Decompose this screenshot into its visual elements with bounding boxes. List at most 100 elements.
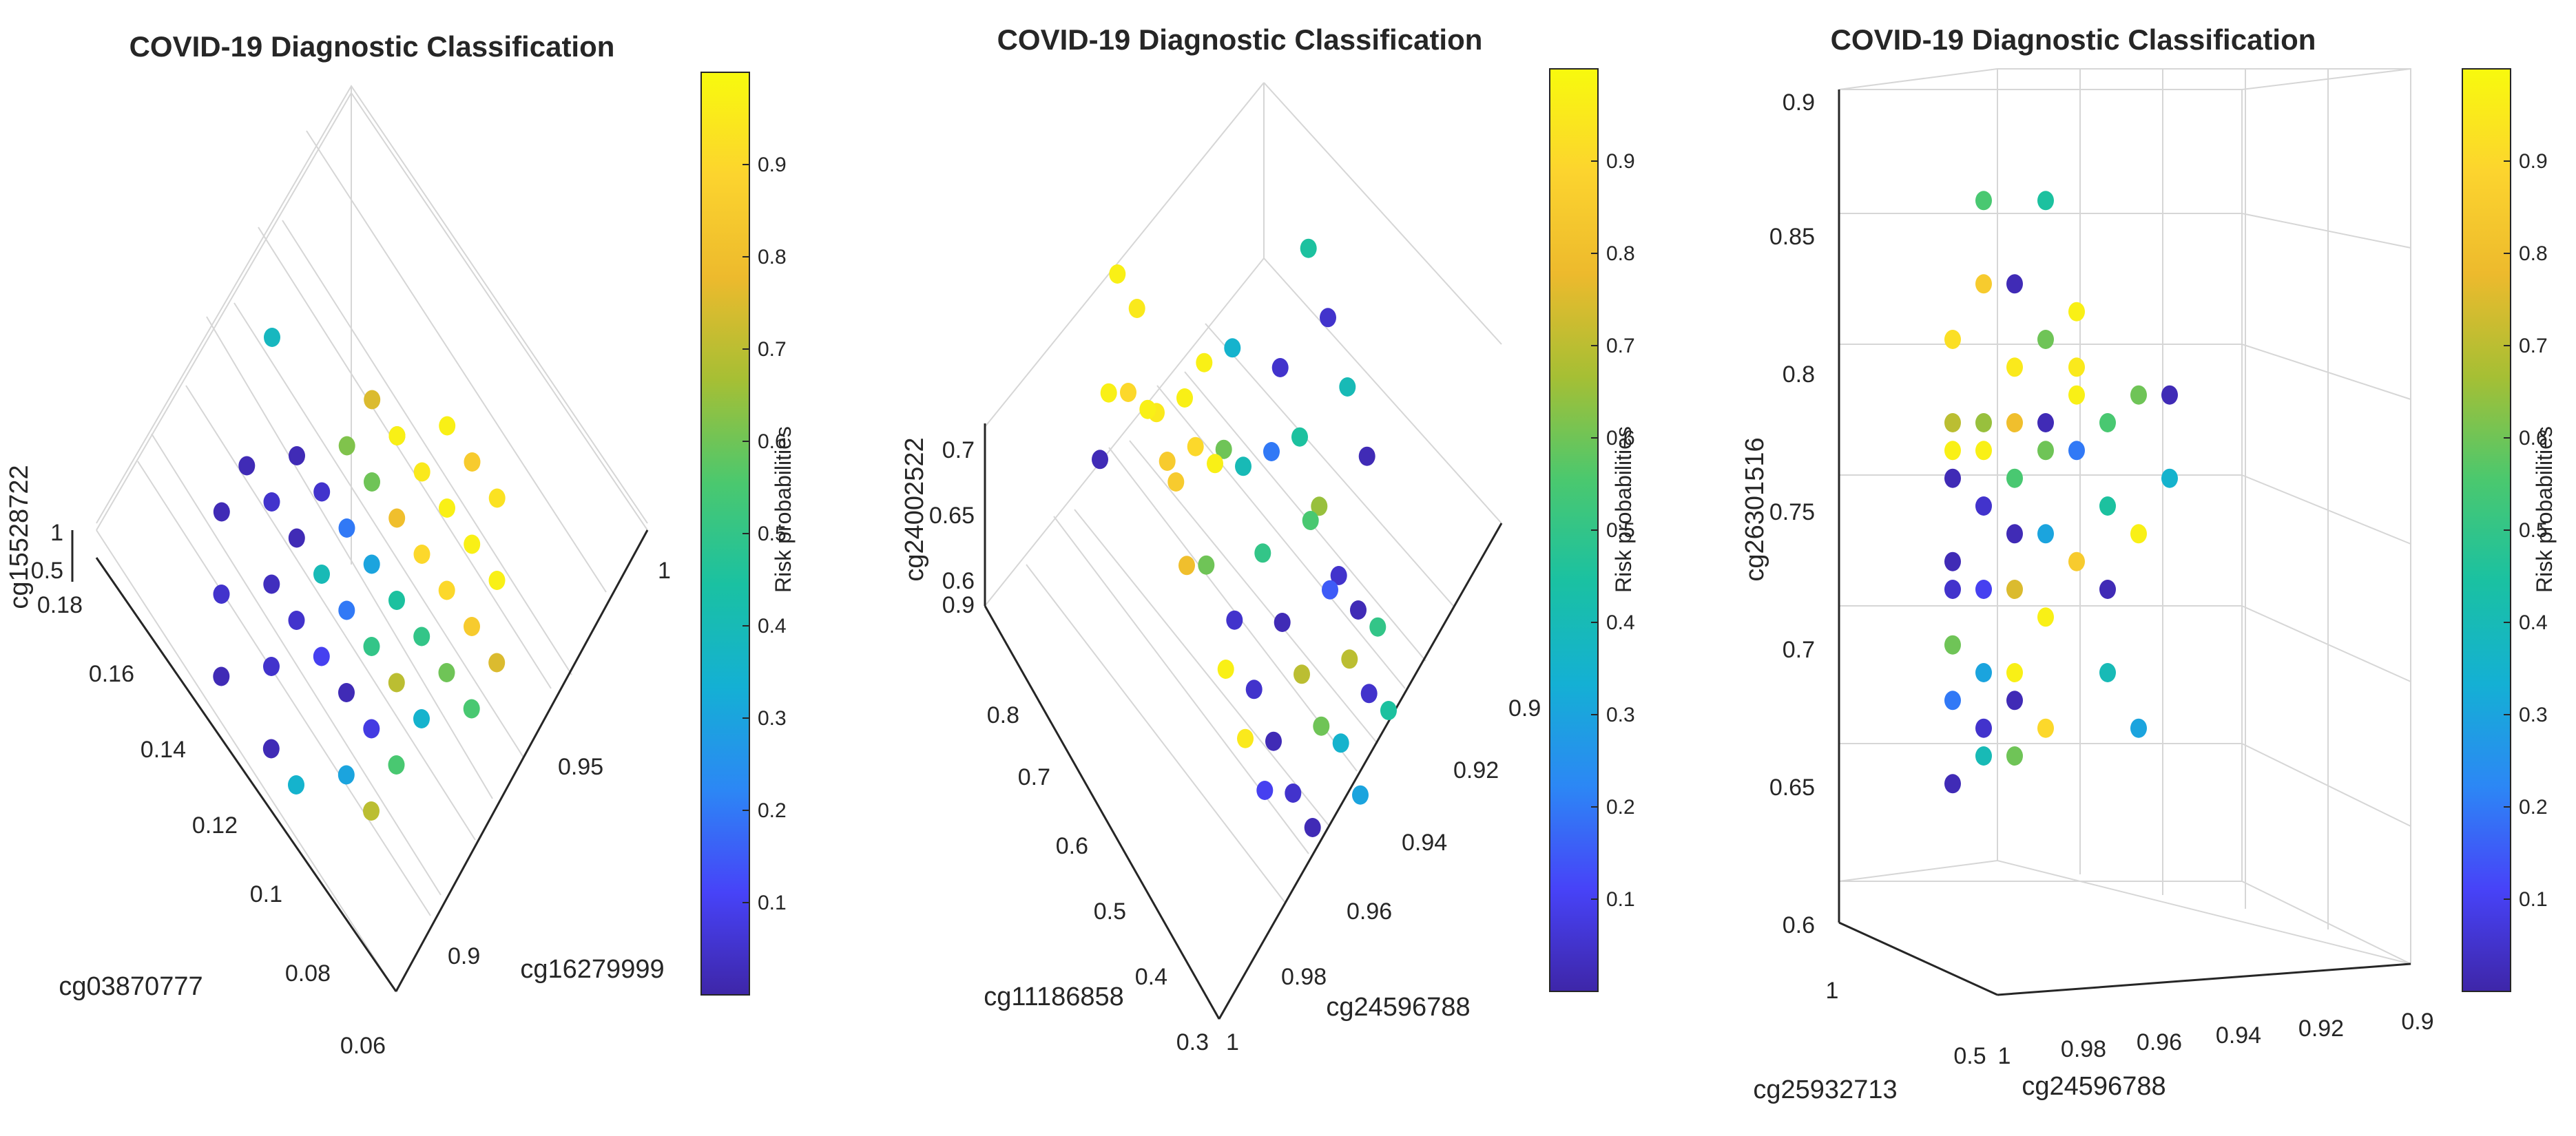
panel-3-ytick: 1 [1998, 1043, 2011, 1069]
scatter-point [2006, 580, 2023, 599]
scatter-point [1944, 551, 1961, 571]
panel-1-xlabel: cg03870777 [59, 972, 202, 1001]
panel-2-ytick: 0.98 [1281, 964, 1327, 990]
panel-2-colorbar-ticks: 0.9 0.8 0.7 0.6 0.5 0.4 0.3 0.2 0.1 [1591, 150, 1635, 911]
scatter-point [1944, 635, 1961, 655]
scatter-point [1975, 274, 1992, 294]
scatter-point [1350, 600, 1367, 620]
panel-2-ztick: 0.6 [942, 568, 975, 594]
scatter-point [388, 591, 405, 610]
colorbar-tick-label: 0.8 [2519, 242, 2548, 265]
colorbar-tick-label: 0.3 [758, 707, 787, 730]
scatter-point [1380, 701, 1397, 720]
scatter-point [2161, 385, 2178, 405]
scatter-point [2068, 357, 2085, 377]
panel-2-title: COVID-19 Diagnostic Classification [997, 23, 1483, 56]
scatter-point [464, 534, 481, 554]
panel-3-ytick: 0.94 [2216, 1022, 2261, 1049]
panel-1-colorbar-bar [700, 72, 750, 996]
scatter-point [363, 637, 380, 656]
panel-1-ylabel: cg16279999 [520, 955, 664, 984]
scatter-point [1139, 399, 1156, 419]
scatter-point [1167, 472, 1185, 492]
scatter-point [1304, 818, 1321, 837]
scatter-point [1332, 733, 1349, 753]
scatter-point [1178, 556, 1195, 576]
scatter-point [2037, 718, 2054, 738]
panel-2-colorbar: 0.9 0.8 0.7 0.6 0.5 0.4 0.3 0.2 0.1 Risk probabi… [1549, 68, 1636, 992]
scatter-point [1300, 238, 1317, 258]
scatter-point [238, 456, 256, 476]
panel-3-ylabel: cg24596788 [2022, 1072, 2165, 1101]
scatter-point [2006, 691, 2023, 711]
panel-3-ztick: 0.6 [1783, 912, 1815, 938]
scatter-point [2006, 357, 2023, 377]
panel-2-xtick: 0.9 [942, 592, 975, 618]
panel-1-ztick: 0.5 [31, 558, 63, 584]
scatter-point [1975, 663, 1992, 682]
panel-2-ytick: 0.94 [1402, 830, 1447, 856]
panel-3-xtick: 0.5 [1953, 1043, 1986, 1069]
scatter-point [1339, 377, 1356, 397]
scatter-point [388, 673, 405, 693]
panel-1-ytick: 0.95 [558, 754, 603, 780]
colorbar-tick-label: 0.1 [2519, 888, 2548, 911]
scatter-point [2068, 551, 2085, 571]
scatter-point [1128, 299, 1145, 318]
panel-2-zticks: 0.7 0.65 0.6 [929, 437, 975, 594]
scatter-point [213, 666, 230, 686]
scatter-point [2006, 274, 2023, 294]
panel-1-ytick: 0.9 [448, 943, 480, 969]
panel-3-xticks: 1 0.5 [1826, 978, 1986, 1069]
panel-3: COVID-19 Diagnostic Classification [1741, 23, 2557, 1104]
colorbar-tick-label: 0.6 [1606, 427, 1635, 450]
panel-2-xtick: 0.7 [1018, 764, 1050, 790]
panel-3-axes [1838, 90, 2411, 996]
panel-2-xtick: 0.6 [1056, 833, 1088, 859]
scatter-point [363, 554, 380, 574]
scatter-point [1944, 330, 1961, 349]
panel-1-ytick: 1 [658, 558, 671, 584]
panel-3-points [1944, 191, 2178, 794]
panel-3-zticks: 0.9 0.85 0.8 0.75 0.7 0.65 0.6 [1769, 90, 1815, 938]
colorbar-tick-label: 0.5 [1606, 519, 1635, 542]
scatter-point [2037, 524, 2054, 544]
colorbar-tick-label: 0.2 [758, 799, 787, 822]
scatter-point [313, 646, 330, 666]
scatter-point [1322, 580, 1338, 600]
scatter-point [263, 574, 280, 594]
colorbar-tick-label: 0.3 [1606, 704, 1635, 726]
scatter-point [1092, 450, 1108, 470]
scatter-point [438, 663, 455, 682]
scatter-point [1235, 456, 1251, 476]
panel-1-xtick: 0.06 [340, 1033, 386, 1059]
scatter-point [2099, 413, 2116, 432]
panel-2-xlabel: cg11186858 [984, 982, 1124, 1011]
scatter-point [1224, 338, 1241, 358]
scatter-point [464, 617, 480, 636]
scatter-point [2099, 580, 2116, 599]
panel-2-ytick: 0.92 [1453, 757, 1499, 783]
scatter-point [388, 508, 406, 528]
panel-3-colorbar-ticks: 0.9 0.8 0.7 0.6 0.5 0.4 0.3 0.2 0.1 [2504, 150, 2548, 911]
scatter-point [1256, 781, 1274, 800]
scatter-point [1975, 746, 1992, 766]
panel-2-ylabel: cg24596788 [1326, 993, 1470, 1022]
colorbar-tick-label: 0.1 [1606, 888, 1635, 911]
panel-3-ytick: 0.9 [2401, 1009, 2433, 1035]
scatter-point [2037, 441, 2054, 461]
scatter-point [1975, 496, 1992, 516]
colorbar-tick-label: 0.1 [758, 892, 787, 914]
scatter-point [288, 528, 305, 548]
colorbar-tick-label: 0.8 [758, 246, 787, 269]
scatter-point [2099, 496, 2116, 516]
scatter-point [2037, 413, 2054, 432]
scatter-point [363, 719, 380, 739]
scatter-point [388, 755, 405, 775]
scatter-point [1944, 468, 1961, 488]
panel-3-yticks: 1 0.98 0.96 0.94 0.92 0.9 [1998, 1009, 2434, 1069]
panel-1-xtick: 0.14 [141, 737, 186, 763]
scatter-point [213, 502, 230, 522]
panel-1: COVID-19 Diagnostic Classification 0.18 … [5, 30, 796, 1059]
